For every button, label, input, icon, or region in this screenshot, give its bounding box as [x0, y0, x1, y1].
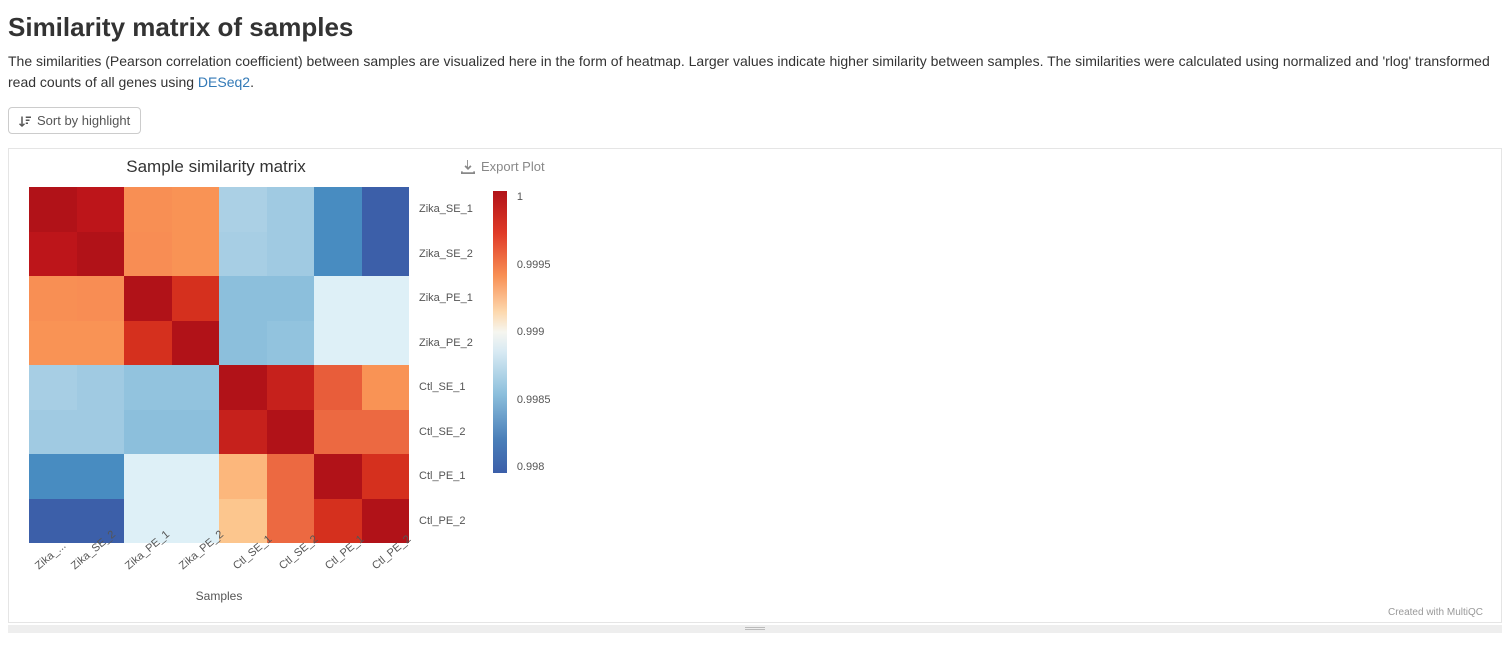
heatmap-cell[interactable]	[77, 187, 125, 232]
heatmap-cell[interactable]	[314, 187, 362, 232]
heatmap-cell[interactable]	[362, 232, 410, 277]
sort-icon	[19, 115, 31, 127]
y-axis-labels: Zika_SE_1Zika_SE_2Zika_PE_1Zika_PE_2Ctl_…	[419, 187, 473, 543]
heatmap-cell[interactable]	[219, 365, 267, 410]
heatmap-cell[interactable]	[29, 276, 77, 321]
heatmap-cell[interactable]	[314, 232, 362, 277]
heatmap-cell[interactable]	[124, 454, 172, 499]
heatmap-cell[interactable]	[219, 321, 267, 366]
heatmap-cell[interactable]	[77, 454, 125, 499]
heatmap-cell[interactable]	[77, 276, 125, 321]
heatmap-cell[interactable]	[172, 454, 220, 499]
heatmap-cell[interactable]	[77, 232, 125, 277]
y-label: Zika_PE_2	[419, 321, 473, 366]
section-title: Similarity matrix of samples	[8, 12, 1502, 43]
heatmap-cell[interactable]	[267, 321, 315, 366]
heatmap-cell[interactable]	[172, 187, 220, 232]
heatmap-cell[interactable]	[219, 187, 267, 232]
heatmap-cell[interactable]	[219, 499, 267, 544]
heatmap-cell[interactable]	[219, 232, 267, 277]
heatmap-cell[interactable]	[267, 365, 315, 410]
heatmap-cell[interactable]	[124, 232, 172, 277]
heatmap-cell[interactable]	[267, 187, 315, 232]
heatmap-cell[interactable]	[267, 454, 315, 499]
colorbar-gradient	[493, 191, 507, 473]
footer-credit: Created with MultiQC	[21, 607, 1489, 618]
colorbar-tick: 0.9995	[517, 259, 551, 271]
heatmap-cell[interactable]	[124, 187, 172, 232]
heatmap-cell[interactable]	[219, 276, 267, 321]
x-label: Zika_...	[33, 540, 68, 572]
desc-post: .	[250, 74, 254, 90]
heatmap-cell[interactable]	[172, 276, 220, 321]
heatmap-cell[interactable]	[124, 410, 172, 455]
heatmap-cell[interactable]	[29, 187, 77, 232]
heatmap-cell[interactable]	[77, 410, 125, 455]
heatmap-cell[interactable]	[314, 410, 362, 455]
y-label: Ctl_SE_1	[419, 365, 473, 410]
download-icon	[461, 160, 475, 174]
heatmap-cell[interactable]	[124, 276, 172, 321]
heatmap: Zika_...Zika_SE_2Zika_PE_1Zika_PE_2Ctl_S…	[21, 187, 409, 603]
y-label: Zika_SE_1	[419, 187, 473, 232]
colorbar-tick: 0.998	[517, 461, 551, 473]
sort-by-highlight-button[interactable]: Sort by highlight	[8, 107, 141, 134]
y-label: Ctl_SE_2	[419, 410, 473, 455]
heatmap-cell[interactable]	[362, 321, 410, 366]
heatmap-cell[interactable]	[219, 454, 267, 499]
colorbar-tick: 1	[517, 191, 551, 203]
heatmap-cell[interactable]	[172, 321, 220, 366]
heatmap-cell[interactable]	[314, 276, 362, 321]
heatmap-cell[interactable]	[172, 410, 220, 455]
heatmap-cell[interactable]	[362, 187, 410, 232]
heatmap-cell[interactable]	[29, 321, 77, 366]
heatmap-cell[interactable]	[314, 321, 362, 366]
export-plot-label: Export Plot	[481, 159, 545, 174]
heatmap-cell[interactable]	[172, 365, 220, 410]
heatmap-cell[interactable]	[172, 232, 220, 277]
heatmap-cell[interactable]	[314, 365, 362, 410]
section-description: The similarities (Pearson correlation co…	[8, 51, 1498, 93]
heatmap-cell[interactable]	[29, 454, 77, 499]
heatmap-cell[interactable]	[219, 410, 267, 455]
heatmap-cell[interactable]	[314, 454, 362, 499]
heatmap-cell[interactable]	[29, 365, 77, 410]
heatmap-cell[interactable]	[362, 365, 410, 410]
plot-container: Sample similarity matrix Export Plot Zik…	[8, 148, 1502, 623]
heatmap-cell[interactable]	[124, 321, 172, 366]
heatmap-cell[interactable]	[29, 499, 77, 544]
heatmap-grid[interactable]	[29, 187, 409, 543]
colorbar-tick: 0.999	[517, 326, 551, 338]
deseq2-link[interactable]: DESeq2	[198, 74, 250, 90]
heatmap-cell[interactable]	[124, 365, 172, 410]
colorbar: 1 0.9995 0.999 0.9985 0.998	[493, 191, 551, 473]
y-label: Ctl_PE_2	[419, 499, 473, 544]
heatmap-cell[interactable]	[29, 232, 77, 277]
heatmap-cell[interactable]	[267, 232, 315, 277]
heatmap-cell[interactable]	[267, 276, 315, 321]
y-label: Zika_SE_2	[419, 232, 473, 277]
heatmap-cell[interactable]	[362, 454, 410, 499]
heatmap-cell[interactable]	[77, 365, 125, 410]
heatmap-cell[interactable]	[29, 410, 77, 455]
y-label: Zika_PE_1	[419, 276, 473, 321]
heatmap-cell[interactable]	[77, 321, 125, 366]
heatmap-cell[interactable]	[362, 410, 410, 455]
export-plot-button[interactable]: Export Plot	[461, 159, 545, 174]
x-axis-title: Samples	[29, 589, 409, 603]
colorbar-ticks: 1 0.9995 0.999 0.9985 0.998	[517, 191, 551, 473]
colorbar-tick: 0.9985	[517, 394, 551, 406]
heatmap-cell[interactable]	[267, 410, 315, 455]
y-label: Ctl_PE_1	[419, 454, 473, 499]
sort-by-highlight-label: Sort by highlight	[37, 113, 130, 128]
plot-title: Sample similarity matrix	[21, 157, 411, 177]
heatmap-cell[interactable]	[362, 276, 410, 321]
resize-handle[interactable]	[8, 625, 1502, 633]
x-axis-labels: Zika_...Zika_SE_2Zika_PE_1Zika_PE_2Ctl_S…	[29, 549, 409, 561]
